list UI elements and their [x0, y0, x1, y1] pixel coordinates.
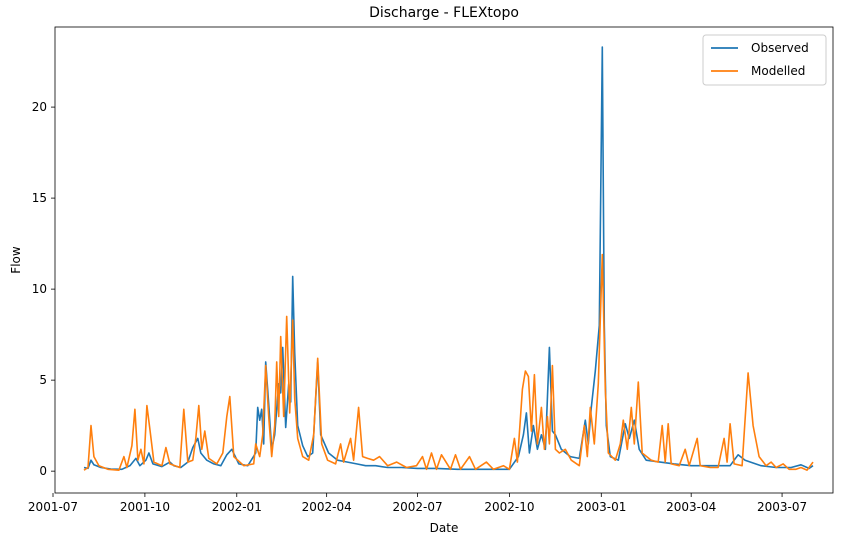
y-tick-label: 10: [32, 282, 47, 296]
series-line-modelled: [83, 253, 814, 471]
chart-title: Discharge - FLEXtopo: [369, 5, 519, 21]
legend: Observed Modelled: [702, 34, 827, 86]
x-tick-label: 2003-01: [576, 500, 626, 514]
x-tick-label: 2002-07: [392, 500, 442, 514]
y-tick-label: 0: [39, 464, 47, 478]
y-axis: 0 5 10 15 20: [32, 100, 55, 478]
x-tick-label: 2002-10: [484, 500, 534, 514]
plot-area: [55, 27, 833, 493]
x-tick-label: 2003-07: [757, 500, 807, 514]
legend-label-modelled: Modelled: [751, 64, 805, 78]
series-line-observed: [83, 46, 814, 471]
x-axis: 2001-07 2001-10 2002-01 2002-04 2002-07 2002-…: [28, 493, 807, 514]
legend-label-observed: Observed: [751, 41, 809, 55]
x-tick-label: 2001-07: [28, 500, 78, 514]
series-layer: [83, 46, 814, 471]
y-tick-label: 5: [39, 373, 47, 387]
x-tick-label: 2001-10: [120, 500, 170, 514]
x-tick-label: 2002-01: [212, 500, 262, 514]
plot-frame: [54, 26, 834, 494]
x-axis-label: Date: [430, 521, 459, 535]
x-tick-label: 2003-04: [666, 500, 716, 514]
y-tick-label: 15: [32, 191, 47, 205]
y-tick-label: 20: [32, 100, 47, 114]
y-axis-label: Flow: [9, 246, 23, 274]
x-tick-label: 2002-04: [302, 500, 352, 514]
